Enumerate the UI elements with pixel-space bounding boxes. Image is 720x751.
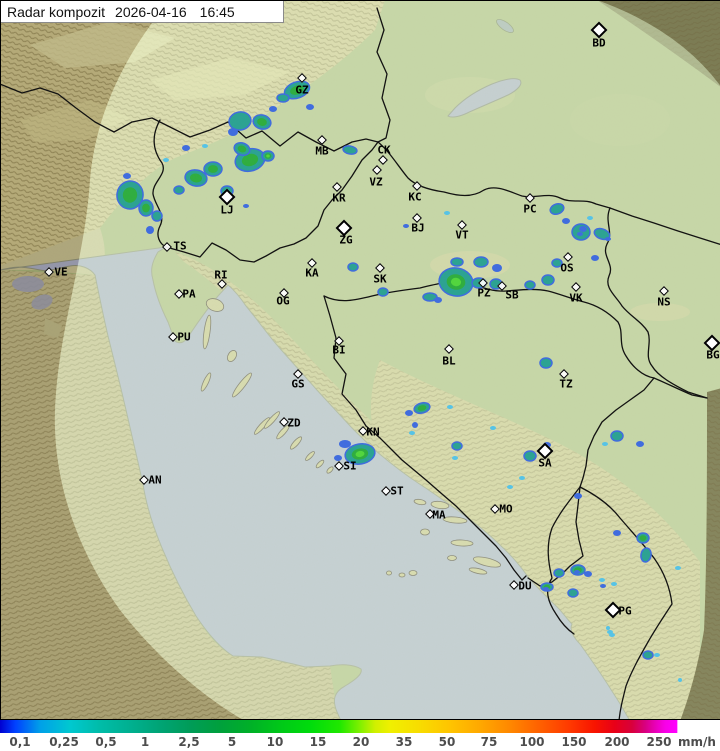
scale-tick-label: 250 bbox=[646, 735, 672, 749]
titlebar: Radar kompozit 2026-04-16 16:45 bbox=[1, 1, 284, 23]
scale-tick-label: 15 bbox=[309, 735, 327, 749]
scale-tick-label: 35 bbox=[395, 735, 413, 749]
scale-tick-label: 0,25 bbox=[49, 735, 79, 749]
scale-tick-label: 5 bbox=[227, 735, 237, 749]
date-label: 2026-04-16 bbox=[115, 3, 187, 20]
time-label: 16:45 bbox=[199, 3, 235, 20]
scale-tick-label: 1 bbox=[140, 735, 150, 749]
scale-tick-label: 75 bbox=[480, 735, 498, 749]
scale-tick-label: 0,1 bbox=[9, 735, 31, 749]
scale-tick-label: 100 bbox=[519, 735, 545, 749]
scale-unit-label: mm/h bbox=[678, 735, 716, 749]
scale-tick-label: 200 bbox=[604, 735, 630, 749]
scale-tick-label: 20 bbox=[352, 735, 370, 749]
scale-tick-label: 10 bbox=[266, 735, 284, 749]
product-name: Radar kompozit bbox=[7, 3, 106, 20]
radar-map: GZ MB LJ KR CK VZ KC PC BD TS VE RI PA OG KA ZG SK BJ VT OS… bbox=[0, 0, 720, 719]
scale-tick-label: 150 bbox=[561, 735, 587, 749]
scale-tick-label: 0,5 bbox=[95, 735, 117, 749]
map-graphic bbox=[1, 1, 720, 719]
rain-rate-scale-gradient bbox=[0, 720, 720, 733]
scale-tick-label: 50 bbox=[438, 735, 456, 749]
terrain-texture bbox=[1, 1, 720, 719]
scale-tick-label: 2,5 bbox=[178, 735, 200, 749]
map-scale-divider bbox=[0, 719, 720, 720]
rain-rate-scale-labels: 0,1 0,25 0,5 1 2,5 5 10 15 20 35 50 75 100 150 200 250 m… bbox=[0, 733, 720, 751]
